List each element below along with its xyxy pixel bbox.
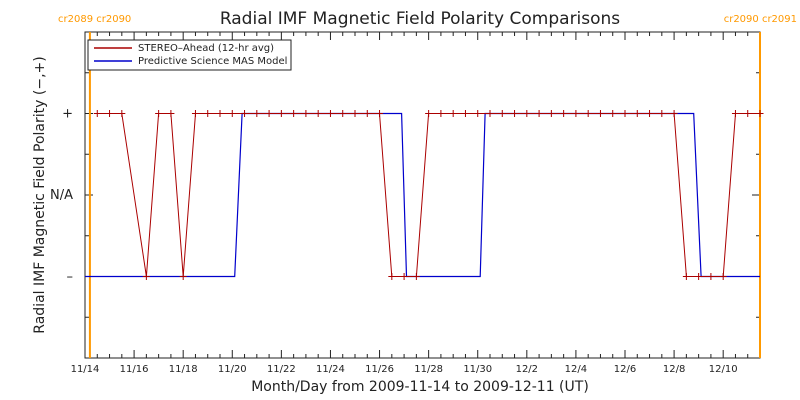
x-tick-label: 11/16 xyxy=(120,364,149,375)
stereo-point xyxy=(142,273,150,280)
stereo-point xyxy=(707,273,715,280)
x-tick-label: 11/14 xyxy=(71,364,100,375)
legend-box xyxy=(87,39,292,71)
stereo-point xyxy=(609,110,617,117)
stereo-point xyxy=(731,110,739,117)
stereo-point xyxy=(474,110,482,117)
stereo-point xyxy=(376,110,384,117)
series-line-stereo xyxy=(97,113,760,277)
stereo-point xyxy=(216,110,224,117)
stereo-point xyxy=(302,110,310,117)
stereo-point xyxy=(646,110,654,117)
stereo-point xyxy=(388,273,396,280)
stereo-point xyxy=(682,273,690,280)
stereo-point xyxy=(253,110,261,117)
stereo-point xyxy=(437,110,445,117)
stereo-point xyxy=(535,110,543,117)
stereo-point xyxy=(498,110,506,117)
legend-label-stereo: STEREO–Ahead (12-hr avg) xyxy=(138,43,274,54)
x-axis-label: Month/Day from 2009-11-14 to 2009-12-11 … xyxy=(251,379,589,395)
stereo-point xyxy=(596,110,604,117)
x-tick-label: 11/26 xyxy=(365,364,394,375)
stereo-point xyxy=(363,110,371,117)
stereo-point xyxy=(511,110,519,117)
stereo-point xyxy=(326,110,334,117)
carrington-label-right: cr2090 cr2091 xyxy=(724,14,797,25)
stereo-point xyxy=(584,110,592,117)
carrington-lines xyxy=(88,32,761,358)
stereo-point xyxy=(719,273,727,280)
stereo-point xyxy=(351,110,359,117)
x-tick-label: 12/8 xyxy=(663,364,685,375)
carrington-label-left: cr2089 cr2090 xyxy=(58,14,131,25)
stereo-point xyxy=(179,273,187,280)
stereo-point xyxy=(621,110,629,117)
stereo-point xyxy=(633,110,641,117)
y-axis-label: Radial IMF Magnetic Field Polarity (−,+) xyxy=(32,56,48,333)
series-layer xyxy=(85,110,764,280)
y-tick-label: N/A xyxy=(50,188,73,203)
x-tick-label: 11/30 xyxy=(463,364,492,375)
stereo-point xyxy=(449,110,457,117)
legend: STEREO–Ahead (12-hr avg) Predictive Scie… xyxy=(87,39,292,71)
x-tick-label: 11/18 xyxy=(169,364,198,375)
stereo-point xyxy=(241,110,249,117)
stereo-point xyxy=(461,110,469,117)
stereo-point xyxy=(290,110,298,117)
stereo-point xyxy=(695,273,703,280)
series-line-model xyxy=(85,112,760,278)
stereo-point xyxy=(191,110,199,117)
stereo-point xyxy=(523,110,531,117)
stereo-point xyxy=(400,273,408,280)
stereo-point xyxy=(167,110,175,117)
chart-title: Radial IMF Magnetic Field Polarity Compa… xyxy=(220,9,620,29)
stereo-point xyxy=(486,110,494,117)
x-tick-label: 11/20 xyxy=(218,364,247,375)
x-tick-label: 12/10 xyxy=(709,364,738,375)
x-tick-label: 11/22 xyxy=(267,364,296,375)
stereo-point xyxy=(339,110,347,117)
stereo-point xyxy=(228,110,236,117)
stereo-point xyxy=(425,110,433,117)
x-tick-label: 12/6 xyxy=(614,364,636,375)
y-axis: + N/A – xyxy=(50,72,760,318)
stereo-point xyxy=(204,110,212,117)
stereo-point xyxy=(277,110,285,117)
stereo-point xyxy=(756,110,764,117)
stereo-point xyxy=(93,110,101,117)
x-tick-label: 12/2 xyxy=(516,364,538,375)
stereo-point xyxy=(106,110,114,117)
stereo-point xyxy=(265,110,273,117)
y-tick-label: + xyxy=(62,107,73,122)
legend-label-model: Predictive Science MAS Model xyxy=(138,56,287,67)
stereo-point xyxy=(412,273,420,280)
x-axis: 11/14 11/16 11/18 11/20 11/22 11/24 11/26 11/28… xyxy=(71,32,749,375)
stereo-point xyxy=(547,110,555,117)
x-tick-label: 11/28 xyxy=(414,364,443,375)
stereo-point xyxy=(658,110,666,117)
stereo-point xyxy=(314,110,322,117)
stereo-point xyxy=(572,110,580,117)
stereo-point xyxy=(670,110,678,117)
stereo-point xyxy=(744,110,752,117)
stereo-point xyxy=(155,110,163,117)
y-tick-label: – xyxy=(67,270,74,285)
stereo-point xyxy=(560,110,568,117)
stereo-point xyxy=(118,110,126,117)
x-tick-label: 12/4 xyxy=(565,364,587,375)
x-tick-label: 11/24 xyxy=(316,364,345,375)
